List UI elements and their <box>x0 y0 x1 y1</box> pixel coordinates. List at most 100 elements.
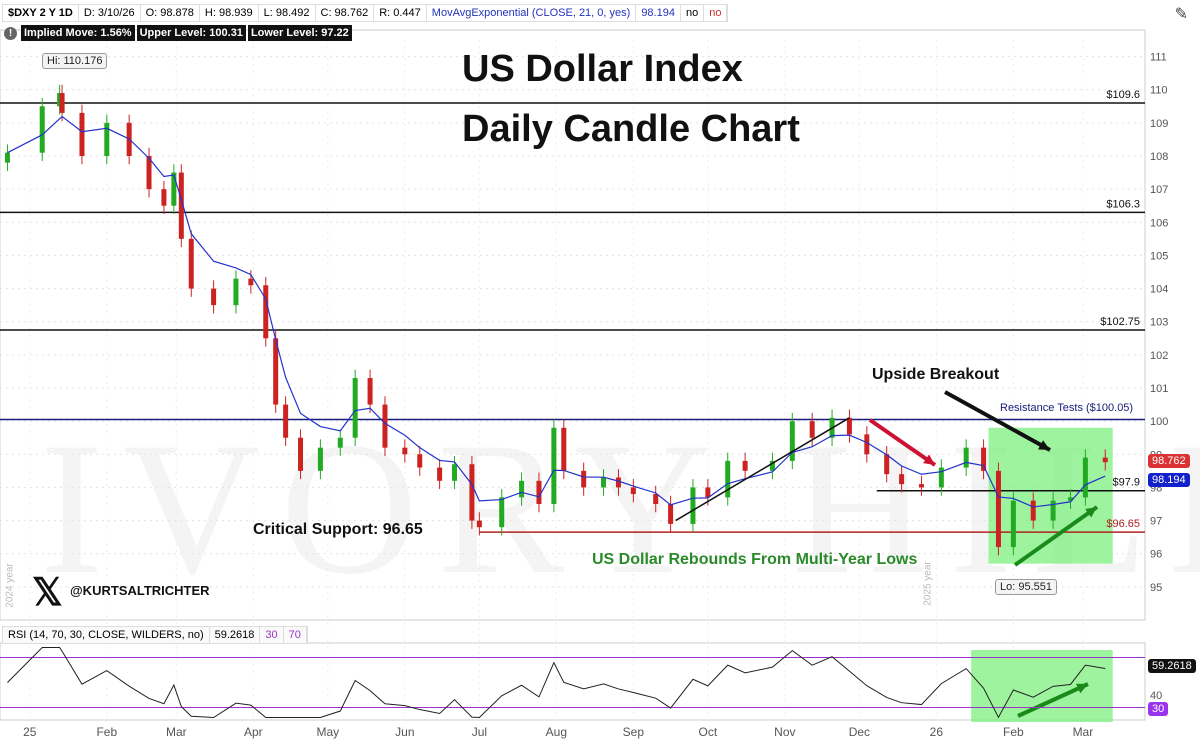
draw-tool-icon[interactable]: ✎ <box>1174 6 1188 23</box>
rsi-30-tag: 30 <box>1148 702 1169 716</box>
candle-body <box>630 487 636 495</box>
candle-body <box>769 460 775 471</box>
level-label: $97.9 <box>1112 477 1140 489</box>
y-tick-label: 102 <box>1150 350 1168 362</box>
candle-body <box>417 454 423 468</box>
candle-body <box>337 437 343 448</box>
candle-body <box>146 156 152 190</box>
candle-body <box>601 477 607 488</box>
x-tick-label: Apr <box>244 725 263 739</box>
candle-body <box>79 112 85 156</box>
x-tick-label: Nov <box>774 725 795 739</box>
green-arrow-rsi <box>1017 682 1089 718</box>
x-tick-label: Jul <box>472 725 487 739</box>
candle-body <box>233 278 239 306</box>
candle-body <box>561 427 567 471</box>
candle-body <box>178 172 184 239</box>
title-line-2: Daily Candle Chart <box>462 108 800 150</box>
y-tick-label: 105 <box>1150 250 1168 262</box>
candle-body <box>476 520 482 528</box>
rsi-low: 30 <box>260 627 284 643</box>
candle-body <box>317 447 323 471</box>
social-handle: @KURTSALTRICHTER <box>70 583 210 598</box>
x-tick-label: Aug <box>546 725 567 739</box>
range-value: R: 0.447 <box>374 5 427 21</box>
y-tick-label: 103 <box>1150 317 1168 329</box>
candle-body <box>1067 497 1073 501</box>
candle-body <box>705 487 711 498</box>
candle-body <box>499 497 505 528</box>
candle-body <box>211 288 217 306</box>
candle-body <box>273 338 279 405</box>
candle-body <box>581 470 587 488</box>
upper-level: Upper Level: 100.31 <box>136 25 246 41</box>
y-tick-label: 111 <box>1150 52 1167 64</box>
candle-body <box>899 474 905 485</box>
x-tick-label: Mar <box>166 725 187 739</box>
candle-body <box>995 470 1001 548</box>
x-tick-label: 25 <box>23 725 37 739</box>
y-tick-label: 107 <box>1150 184 1168 196</box>
candle-body <box>59 93 65 113</box>
candle-body <box>864 434 870 455</box>
y-tick-label: 97 <box>1150 516 1162 528</box>
breakout-arrow <box>944 390 1051 452</box>
high-value: H: 98.939 <box>200 5 259 21</box>
candle-body <box>1102 457 1108 463</box>
candle-body <box>918 484 924 488</box>
candle-body <box>742 460 748 471</box>
candle-body <box>519 480 525 498</box>
level-label: $106.3 <box>1106 198 1140 210</box>
implied-move: Implied Move: 1.56% <box>21 25 135 41</box>
y-tick-label: 96 <box>1150 549 1162 561</box>
symbol[interactable]: $DXY 2 Y 1D <box>3 5 79 21</box>
ema-line <box>7 115 1106 508</box>
last-price-tag: 98.762 <box>1148 454 1190 468</box>
x-tick-label: Mar <box>1073 725 1094 739</box>
candle-body <box>981 447 987 471</box>
y-tick-label: 95 <box>1150 582 1162 594</box>
rsi-high: 70 <box>284 627 307 643</box>
candle-body <box>4 152 10 163</box>
x-tick-label: Sep <box>623 725 645 739</box>
candle-body <box>402 447 408 455</box>
lower-level: Lower Level: 97.22 <box>247 25 352 41</box>
rebound-label: US Dollar Rebounds From Multi-Year Lows <box>592 551 918 568</box>
y-tick-label: 106 <box>1150 217 1168 229</box>
info-icon[interactable]: ! <box>4 26 17 40</box>
candle-body <box>668 504 674 524</box>
candle-body <box>938 467 944 488</box>
x-tick-label: Oct <box>699 725 718 739</box>
candle-body <box>367 378 373 405</box>
x-tick-label: Jun <box>395 725 414 739</box>
y-tick-label: 104 <box>1150 284 1168 296</box>
x-tick-label: 26 <box>930 725 944 739</box>
x-tick-label: May <box>317 725 340 739</box>
level-label: $96.65 <box>1106 518 1140 530</box>
candle-body <box>1082 457 1088 498</box>
candle-body <box>1010 500 1016 548</box>
y-tick-label: 108 <box>1150 151 1168 163</box>
candle-body <box>615 477 621 488</box>
rsi-label[interactable]: RSI (14, 70, 30, CLOSE, WILDERS, no) <box>3 627 210 643</box>
x-tick-label: Feb <box>1003 725 1024 739</box>
x-tick-label: Feb <box>96 725 117 739</box>
candle-body <box>248 278 254 286</box>
candle-body <box>437 467 443 481</box>
candle-body <box>39 106 45 153</box>
date-value: D: 3/10/26 <box>79 5 141 21</box>
y-tick-label: 101 <box>1150 383 1168 395</box>
upside-breakout-label: Upside Breakout <box>872 366 1000 383</box>
candle-body <box>171 172 177 206</box>
price-panel-frame <box>0 29 1146 621</box>
candle-body <box>789 421 795 461</box>
candle-body <box>161 189 167 206</box>
low-value: L: 98.492 <box>259 5 316 21</box>
open-value: O: 98.878 <box>141 5 200 21</box>
flag-2: no <box>704 5 728 21</box>
candle-body <box>963 447 969 468</box>
green-arrow-price <box>1013 505 1099 567</box>
ema-indicator-label[interactable]: MovAvgExponential (CLOSE, 21, 0, yes) <box>427 5 637 21</box>
